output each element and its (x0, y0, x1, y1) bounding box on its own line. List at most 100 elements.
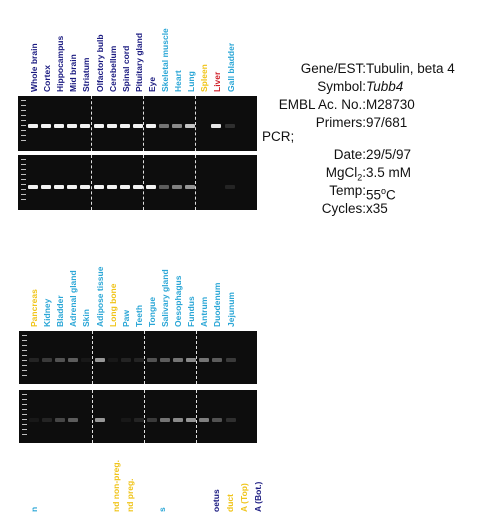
gel-image-top-2 (18, 155, 257, 210)
ladder-mark (21, 125, 26, 126)
gel-band (212, 418, 223, 422)
ladder-mark (21, 115, 26, 116)
cut-lane-label-6: A (Top) (239, 483, 249, 512)
top-lane-label-5: Olfactory bulb (94, 34, 105, 92)
cycles-label: Cycles: (321, 201, 366, 216)
ladder-mark (22, 355, 27, 356)
bottom-lane-label-2: Bladder (55, 295, 66, 327)
bottom-lane-label-7: Paw (120, 309, 131, 327)
embl-label: EMBL Ac. No.: (278, 97, 366, 112)
bottom-lane-label-6: Long bone (107, 283, 118, 327)
gel-band (55, 358, 66, 362)
ladder-mark (22, 399, 27, 400)
bottom-lane-label-4: Skin (81, 309, 92, 327)
ladder-mark (21, 194, 26, 195)
gel-band (172, 124, 183, 128)
top-lane-label-14: Liver (212, 71, 223, 92)
ladder-mark (21, 120, 26, 121)
gel-band (146, 358, 157, 362)
gel-band (211, 124, 222, 128)
top-lane-label-3: Mid brain (68, 54, 79, 92)
cut-lane-label-3: s (157, 507, 167, 512)
top-lane-label-8: Pituitary gland (133, 32, 144, 92)
gel-band (94, 358, 105, 362)
gel-image-bottom-1 (19, 331, 257, 384)
gel-band (55, 418, 66, 422)
lane-separator (195, 155, 196, 210)
ladder-mark (21, 110, 26, 111)
lane-separator (92, 390, 93, 443)
bottom-lane-label-11: Oesophagus (173, 275, 184, 327)
bottom-lane-label-15: Jejunum (225, 292, 236, 327)
top-lane-label-6: Cerebellum (107, 45, 118, 92)
gel-band (145, 185, 156, 189)
gel-band (185, 185, 196, 189)
top-lane-label-12: Lung (186, 71, 197, 92)
top-lane-label-4: Striatum (81, 57, 92, 92)
gel-band (29, 418, 39, 422)
ladder-mark (22, 360, 27, 361)
gel-band (185, 124, 196, 128)
gel-band (224, 124, 235, 128)
symbol-value: Tubb4 (366, 79, 404, 94)
gel-band (186, 358, 197, 362)
lane-separator (195, 96, 196, 151)
ladder-mark (22, 340, 27, 341)
top-lane-label-10: Skeletal muscle (160, 28, 170, 92)
ladder-mark (21, 169, 26, 170)
cut-off-lane-labels: n nd non-preg. nd preg. s oetus duct A (Top) A … (0, 450, 481, 512)
gel-band (120, 418, 131, 422)
gel-band (199, 358, 210, 362)
ladder-mark (21, 179, 26, 180)
gel-band (159, 185, 169, 189)
ladder-mark (22, 370, 27, 371)
gel-band (93, 124, 104, 128)
bottom-lane-label-3: Adrenal gland (68, 270, 79, 327)
gel-band (160, 358, 170, 362)
ladder-mark (22, 350, 27, 351)
lane-separator (144, 390, 145, 443)
gel-band (159, 124, 169, 128)
gel-band (107, 358, 118, 362)
gel-band (28, 124, 38, 128)
gel-image-top-1 (18, 96, 257, 151)
mgcl-value: 3.5 mM (366, 165, 412, 180)
top-lane-label-13: Spleen (199, 64, 210, 92)
ladder-mark (21, 199, 26, 200)
date-value: 29/5/97 (366, 147, 412, 162)
bottom-lane-label-12: Fundus (186, 296, 197, 327)
ladder-mark (21, 105, 26, 106)
bottom-lane-label-8: Teeth (133, 304, 144, 327)
lane-separator (143, 96, 144, 151)
gel-image-bottom-2 (19, 390, 257, 443)
gel-band (119, 124, 130, 128)
cut-lane-label-5: duct (225, 494, 235, 512)
gene-value: Tubulin, beta 4 (366, 61, 455, 76)
gel-band (106, 185, 117, 189)
temp-label: Temp: (329, 183, 366, 198)
gel-band (80, 185, 91, 189)
gel-band (67, 185, 78, 189)
gel-band (212, 358, 223, 362)
gel-band (29, 358, 39, 362)
temp-value: 55oC (366, 186, 396, 203)
ladder-mark (22, 404, 27, 405)
bottom-lane-label-14: Duodenum (212, 282, 223, 327)
top-lane-label-11: Heart (173, 70, 184, 92)
gel-band (41, 185, 52, 189)
cut-lane-label-0: n (29, 506, 39, 512)
gel-band (80, 124, 91, 128)
gene-label: Gene/EST: (300, 61, 366, 76)
bottom-lane-label-10: Salivary gland (160, 269, 170, 327)
ladder-mark (21, 189, 26, 190)
embl-value: M28730 (366, 97, 415, 112)
gel-band (186, 418, 197, 422)
gel-band (120, 358, 131, 362)
gel-band (145, 124, 156, 128)
gel-band (67, 124, 78, 128)
ladder-mark (21, 174, 26, 175)
cut-lane-label-2: nd preg. (125, 478, 135, 512)
gel-band (173, 418, 184, 422)
top-lane-label-1: Cortex (42, 65, 53, 92)
cycles-value: x35 (366, 201, 388, 216)
